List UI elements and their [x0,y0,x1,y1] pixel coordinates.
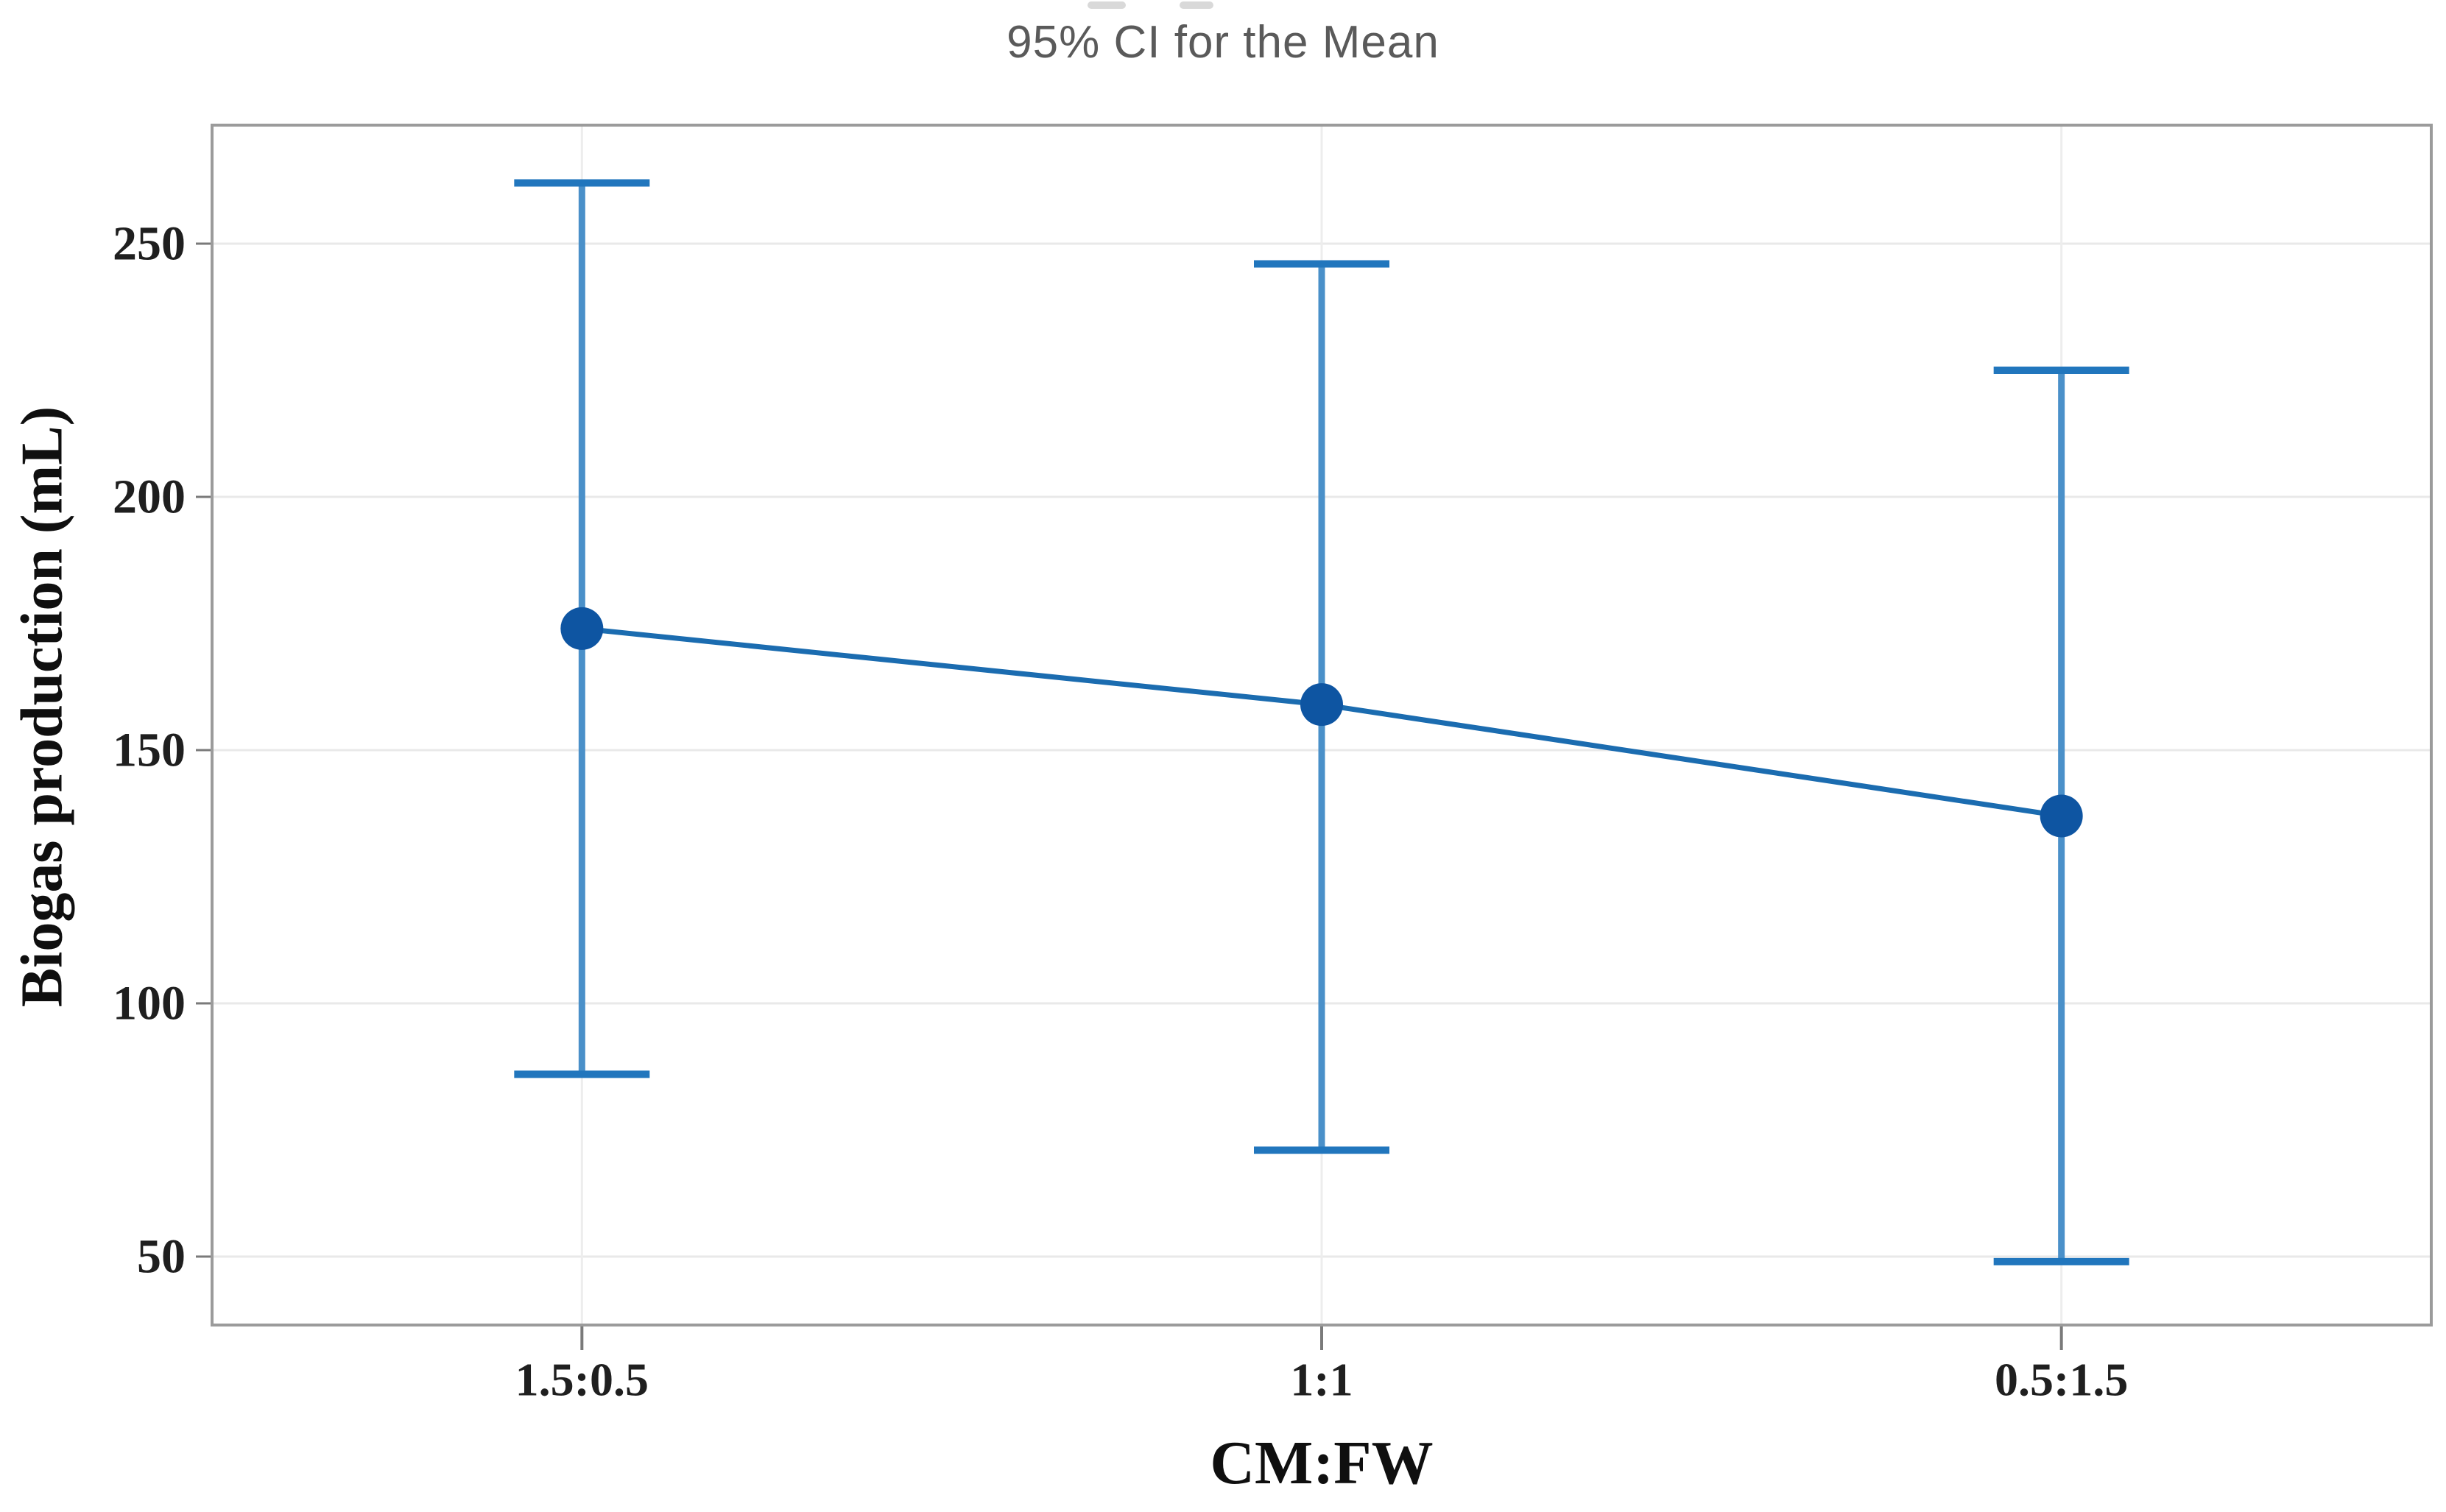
x-tick-label: 1:1 [1290,1354,1353,1406]
y-tick-label: 100 [113,977,186,1031]
x-axis-label: CM:FW [1210,1429,1434,1497]
y-tick-label: 250 [113,217,186,271]
y-axis-label: Biogas production (mL) [10,406,75,1008]
mean-dot-0.5:1.5 [2040,794,2083,838]
y-tick-label: 50 [137,1230,186,1284]
cropped-text-artifact [1088,1,1126,9]
plot-border [211,124,2433,1326]
cropped-text-artifact [1180,1,1213,9]
x-tick-label: 1.5:0.5 [515,1354,649,1406]
mean-dot-1:1 [1300,683,1343,727]
mean-dot-1.5:0.5 [560,607,604,650]
y-tick-label: 200 [113,470,186,524]
x-tick-label: 0.5:1.5 [1995,1354,2128,1406]
chart-title: 95% CI for the Mean [1007,17,1439,68]
y-tick-label: 150 [113,724,186,777]
